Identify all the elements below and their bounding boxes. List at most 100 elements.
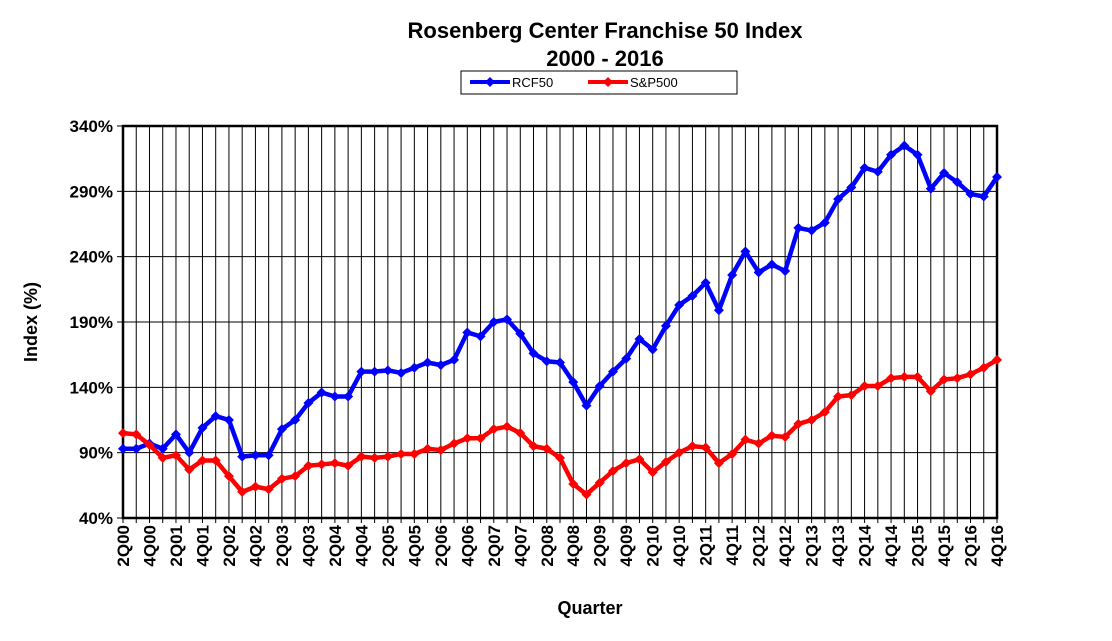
point-marker [687, 290, 698, 301]
legend-marker [603, 77, 613, 87]
point-marker [449, 438, 460, 449]
point-marker [528, 348, 539, 359]
point-marker [170, 450, 181, 461]
x-tick-label: 2Q04 [326, 524, 345, 566]
point-marker [184, 464, 195, 475]
point-marker [660, 320, 671, 331]
point-marker [303, 460, 314, 471]
x-tick-label: 4Q12 [776, 525, 795, 567]
point-marker [409, 362, 420, 373]
x-tick-label: 2Q14 [856, 524, 875, 566]
point-marker [607, 366, 618, 377]
point-marker [899, 140, 910, 151]
point-marker [753, 267, 764, 278]
point-marker [157, 452, 168, 463]
point-marker [329, 458, 340, 469]
x-tick-label: 4Q03 [299, 525, 318, 567]
point-marker [131, 429, 142, 440]
point-marker [846, 182, 857, 193]
point-marker [488, 424, 499, 435]
point-marker [700, 277, 711, 288]
point-marker [660, 456, 671, 467]
point-marker [475, 433, 486, 444]
point-marker [369, 452, 380, 463]
point-marker [568, 377, 579, 388]
point-marker [475, 331, 486, 342]
point-marker [872, 166, 883, 177]
point-marker [687, 441, 698, 452]
point-marker [223, 415, 234, 425]
x-tick-label: 2Q01 [167, 525, 186, 567]
point-marker [369, 366, 380, 377]
x-tick-label: 4Q08 [564, 525, 583, 567]
y-tick-label: 240% [70, 248, 113, 267]
point-marker [555, 357, 565, 368]
point-marker [793, 418, 804, 429]
point-marker [356, 451, 367, 462]
point-marker [886, 149, 897, 160]
point-marker [382, 365, 393, 376]
point-marker [939, 168, 950, 179]
point-marker [740, 434, 751, 445]
point-marker [462, 327, 473, 338]
point-marker [237, 451, 248, 462]
x-tick-label: 4Q02 [246, 525, 265, 567]
point-marker [502, 314, 513, 325]
point-marker [382, 451, 393, 462]
point-marker [886, 373, 897, 384]
chart-subtitle: 2000 - 2016 [546, 46, 663, 71]
x-tick-label: 4Q07 [511, 525, 530, 567]
point-marker [819, 407, 830, 418]
point-marker [528, 441, 539, 452]
x-tick-label: 4Q11 [723, 525, 742, 566]
x-tick-label: 4Q06 [458, 525, 477, 567]
point-marker [131, 443, 142, 454]
point-marker [700, 442, 711, 453]
point-marker [647, 344, 658, 355]
x-tick-label: 2Q00 [114, 525, 133, 567]
x-tick-label: 2Q10 [644, 525, 663, 567]
x-tick-label: 2Q15 [909, 525, 928, 567]
point-marker [316, 459, 327, 470]
point-marker [992, 171, 1002, 182]
point-marker [541, 356, 552, 367]
x-tick-label: 4Q14 [882, 524, 901, 566]
point-marker [303, 398, 314, 409]
point-marker [766, 259, 777, 270]
x-tick-label: 2Q11 [697, 525, 716, 566]
x-tick-label: 4Q15 [935, 525, 954, 567]
x-tick-label: 4Q09 [617, 525, 636, 567]
point-marker [462, 433, 473, 444]
x-tick-label: 2Q09 [591, 525, 610, 567]
x-tick-label: 2Q13 [803, 525, 822, 567]
point-marker [184, 447, 195, 458]
point-marker [621, 458, 632, 469]
point-marker [263, 484, 274, 495]
point-marker [197, 455, 208, 466]
x-tick-label: 2Q08 [538, 525, 557, 567]
point-marker [634, 333, 645, 344]
x-tick-label: 4Q01 [193, 525, 212, 567]
x-tick-label: 2Q07 [485, 525, 504, 567]
point-marker [713, 305, 724, 316]
point-marker [290, 471, 301, 482]
x-tick-label: 2Q12 [750, 525, 769, 567]
point-marker [780, 431, 791, 442]
point-marker [568, 479, 579, 490]
point-marker [727, 448, 738, 459]
point-marker [978, 362, 989, 373]
point-marker [422, 357, 433, 368]
point-marker [488, 317, 499, 327]
y-tick-label: 190% [70, 313, 113, 332]
point-marker [965, 369, 976, 380]
x-tick-label: 4Q05 [405, 525, 424, 567]
x-tick-label: 4Q10 [670, 525, 689, 567]
x-tick-label: 2Q02 [220, 525, 239, 567]
point-marker [343, 460, 354, 471]
point-marker [992, 354, 1002, 365]
point-marker [806, 225, 817, 236]
point-marker [555, 452, 565, 463]
point-marker [978, 191, 989, 202]
x-tick-label: 2Q16 [962, 525, 981, 567]
